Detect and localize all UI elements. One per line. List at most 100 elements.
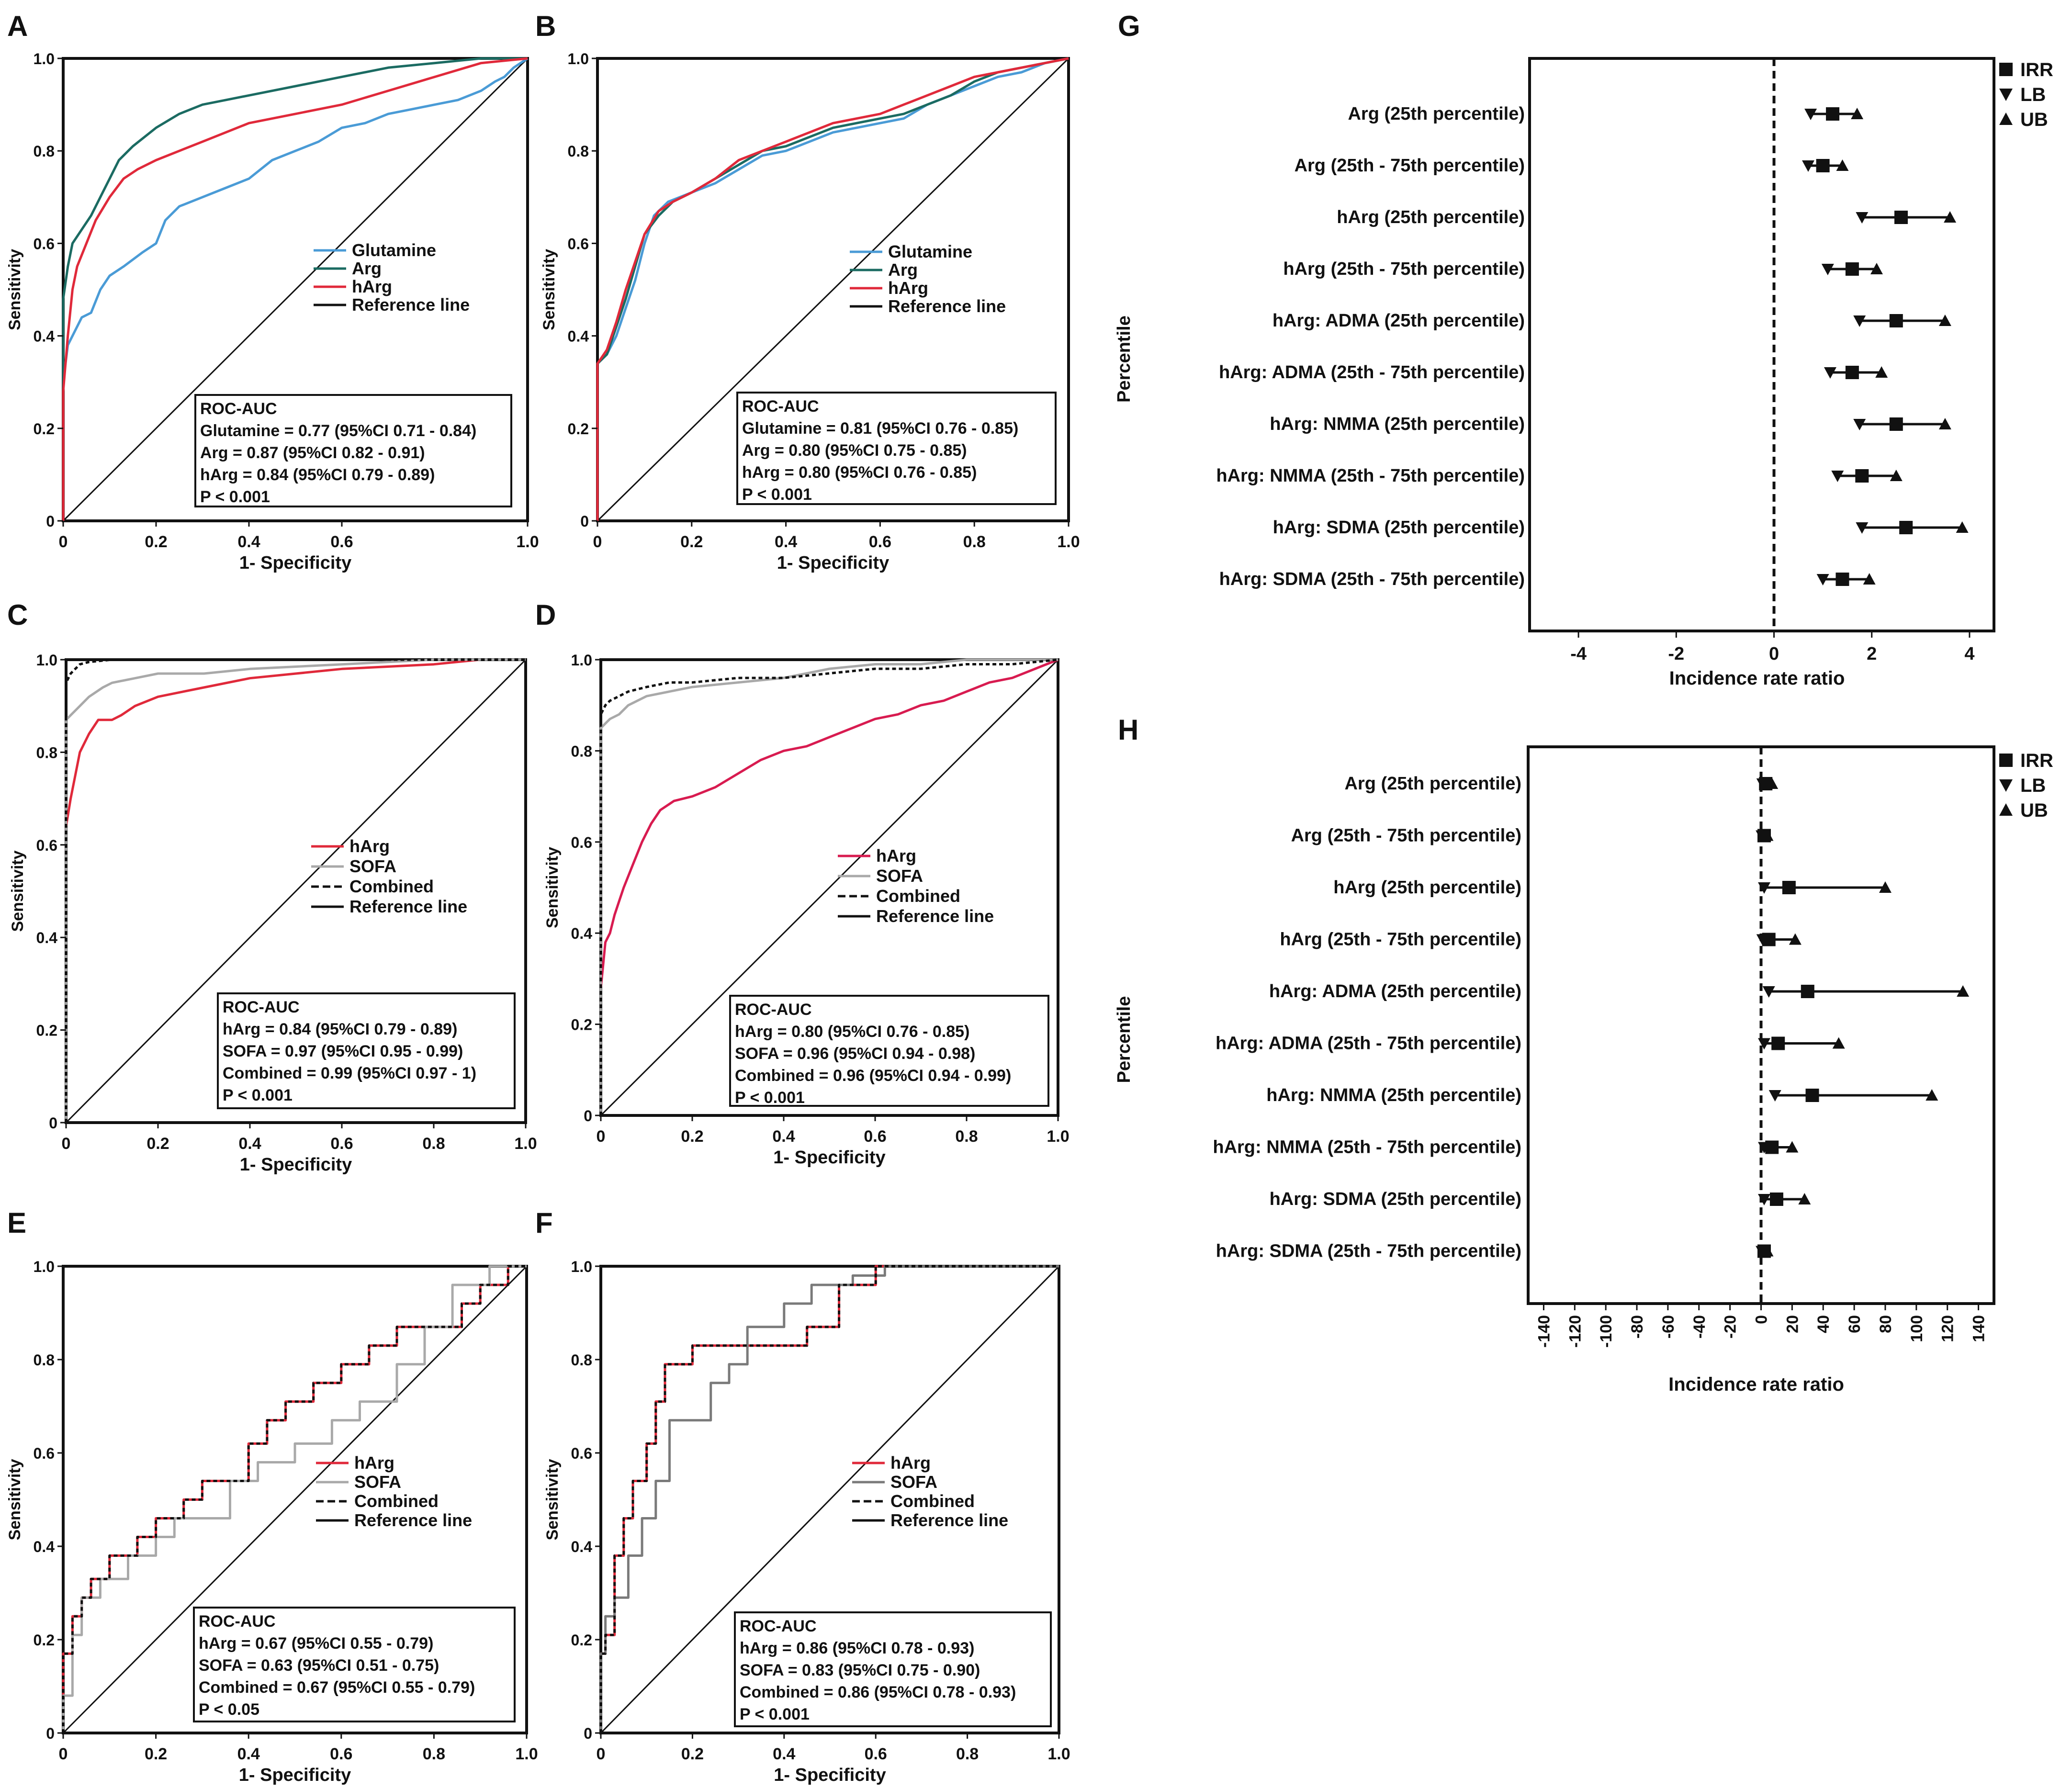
roc-curve-harg xyxy=(65,658,526,1123)
lb-marker xyxy=(1762,986,1775,998)
ub-marker xyxy=(1789,933,1802,945)
legend-label-harg: hArg xyxy=(888,278,928,298)
x-tick-label: 1.0 xyxy=(516,533,539,551)
row-label: hArg: SDMA (25th - 75th percentile) xyxy=(1219,569,1525,589)
y-tick-label: 0.4 xyxy=(571,1538,593,1555)
legend-irr-marker xyxy=(1999,754,2013,767)
x-tick-label: 1.0 xyxy=(515,1745,538,1763)
irr-marker xyxy=(1845,262,1859,276)
x-tick-label: 0.8 xyxy=(956,1745,979,1763)
row-label: hArg: NMMA (25th percentile) xyxy=(1266,1085,1521,1105)
x-axis-label: 1- Specificity xyxy=(774,1765,886,1785)
y-tick-label: 0.8 xyxy=(571,743,592,760)
x-tick-label: 0 xyxy=(1753,1315,1771,1324)
ub-marker xyxy=(1798,1193,1811,1204)
irr-marker xyxy=(1855,469,1869,483)
x-tick-label: 2 xyxy=(1867,644,1877,664)
y-tick-label: 0.6 xyxy=(568,235,589,252)
x-tick-label: -120 xyxy=(1566,1315,1584,1348)
legend-label-lb: LB xyxy=(2020,775,2046,796)
auc-box-line: hArg = 0.86 (95%CI 0.78 - 0.93) xyxy=(740,1639,974,1657)
legend-label-arg: Arg xyxy=(888,260,918,280)
row-label: hArg (25th percentile) xyxy=(1337,207,1525,227)
roc-panel-c: C 0 0.2 0.4 0.6 0.8 1.0 0 0.2 0.4 0.6 0.8 1.0 1- Spec… xyxy=(7,599,537,1175)
panel-letter-c: C xyxy=(7,599,28,631)
auc-box-line: Combined = 0.99 (95%CI 0.97 - 1) xyxy=(223,1064,476,1082)
y-tick-label: 0.6 xyxy=(571,834,592,851)
ub-marker xyxy=(1957,985,1970,997)
legend-label-harg: hArg xyxy=(354,1453,394,1473)
roc-curve-combined xyxy=(65,658,526,1123)
auc-box-line: Combined = 0.86 (95%CI 0.78 - 0.93) xyxy=(740,1683,1016,1701)
x-tick-label: 0.6 xyxy=(330,1135,353,1153)
irr-marker xyxy=(1762,933,1776,946)
y-axis-label: Sensitivity xyxy=(6,249,24,330)
x-tick-label: 20 xyxy=(1783,1315,1802,1333)
row-label: hArg: ADMA (25th - 75th percentile) xyxy=(1216,1034,1521,1054)
plot-frame xyxy=(62,1265,528,1734)
x-tick-label: 40 xyxy=(1814,1315,1833,1333)
legend-lb-marker xyxy=(1999,779,2013,792)
y-tick-label: 0.2 xyxy=(568,420,589,438)
roc-curve-harg xyxy=(62,57,528,521)
auc-box-line: Arg = 0.87 (95%CI 0.82 - 0.91) xyxy=(200,444,425,462)
irr-marker xyxy=(1816,159,1830,172)
roc-panel-f: F 0 0.2 0.4 0.6 0.8 1.0 0 0.2 0.4 0.6 0.8 1.0 1- Spec… xyxy=(535,1207,1070,1785)
legend-ub-marker xyxy=(1999,113,2013,125)
row-label: hArg: NMMA (25th - 75th percentile) xyxy=(1213,1137,1521,1158)
x-tick-label: -4 xyxy=(1570,644,1587,664)
ub-marker xyxy=(1863,573,1876,585)
x-tick-label: 120 xyxy=(1939,1315,1957,1342)
irr-marker xyxy=(1759,777,1773,790)
y-tick-label: 0.2 xyxy=(571,1631,592,1649)
y-tick-label: 0.8 xyxy=(568,143,589,160)
y-tick-label: 1.0 xyxy=(568,50,589,68)
y-axis-label: Percentile xyxy=(1114,315,1134,403)
irr-marker xyxy=(1765,1140,1779,1154)
row-label: hArg: ADMA (25th percentile) xyxy=(1272,311,1525,331)
x-tick-label: -20 xyxy=(1722,1315,1740,1339)
auc-box-title: ROC-AUC xyxy=(740,1617,817,1635)
x-tick-label: 60 xyxy=(1846,1315,1864,1333)
lb-marker xyxy=(1768,1090,1781,1102)
lb-marker xyxy=(1757,1194,1770,1205)
roc-curve-sofa xyxy=(62,1265,527,1733)
y-tick-label: 0.8 xyxy=(34,143,55,160)
row-label: hArg: SDMA (25th - 75th percentile) xyxy=(1216,1241,1521,1261)
ub-marker xyxy=(1938,418,1951,429)
x-tick-label: 0 xyxy=(1769,644,1779,664)
irr-marker xyxy=(1771,1036,1785,1050)
auc-box-line: P < 0.001 xyxy=(740,1705,810,1723)
irr-marker xyxy=(1845,366,1859,379)
y-tick-label: 1.0 xyxy=(571,1258,592,1275)
x-tick-label: -100 xyxy=(1597,1315,1615,1348)
y-tick-label: 0 xyxy=(584,1107,592,1125)
auc-box xyxy=(729,995,1049,1107)
row-label: hArg: ADMA (25th percentile) xyxy=(1269,981,1521,1001)
auc-box-line: Glutamine = 0.81 (95%CI 0.76 - 0.85) xyxy=(742,419,1018,438)
legend-label-glutamine: Glutamine xyxy=(352,240,436,260)
row-label: hArg: SDMA (25th percentile) xyxy=(1270,1189,1521,1209)
x-tick-label: -2 xyxy=(1668,644,1684,664)
ub-marker xyxy=(1944,211,1957,223)
row-label: hArg: NMMA (25th percentile) xyxy=(1270,414,1525,434)
legend-label-harg: hArg xyxy=(349,836,390,856)
auc-box-line: P < 0.001 xyxy=(223,1086,293,1104)
plot-frame xyxy=(596,57,1070,522)
y-tick-label: 0.2 xyxy=(34,1631,55,1649)
y-tick-label: 0.8 xyxy=(34,1351,55,1369)
plot-frame xyxy=(599,1265,1060,1734)
x-tick-label: 0.8 xyxy=(423,1745,445,1763)
y-axis-label: Sensitivity xyxy=(543,847,562,928)
lb-marker xyxy=(1853,419,1866,430)
x-tick-label: 0.4 xyxy=(775,533,797,551)
auc-box-line: SOFA = 0.83 (95%CI 0.75 - 0.90) xyxy=(740,1661,980,1679)
x-tick-label: 0.4 xyxy=(772,1127,795,1146)
y-axis-label: Percentile xyxy=(1114,996,1134,1083)
panel-letter-e: E xyxy=(7,1207,26,1239)
x-tick-label: 0.6 xyxy=(330,1745,352,1763)
lb-marker xyxy=(1816,574,1829,585)
ub-marker xyxy=(1875,366,1888,378)
y-tick-label: 0.8 xyxy=(571,1351,592,1369)
x-tick-label: 0.6 xyxy=(865,1745,887,1763)
